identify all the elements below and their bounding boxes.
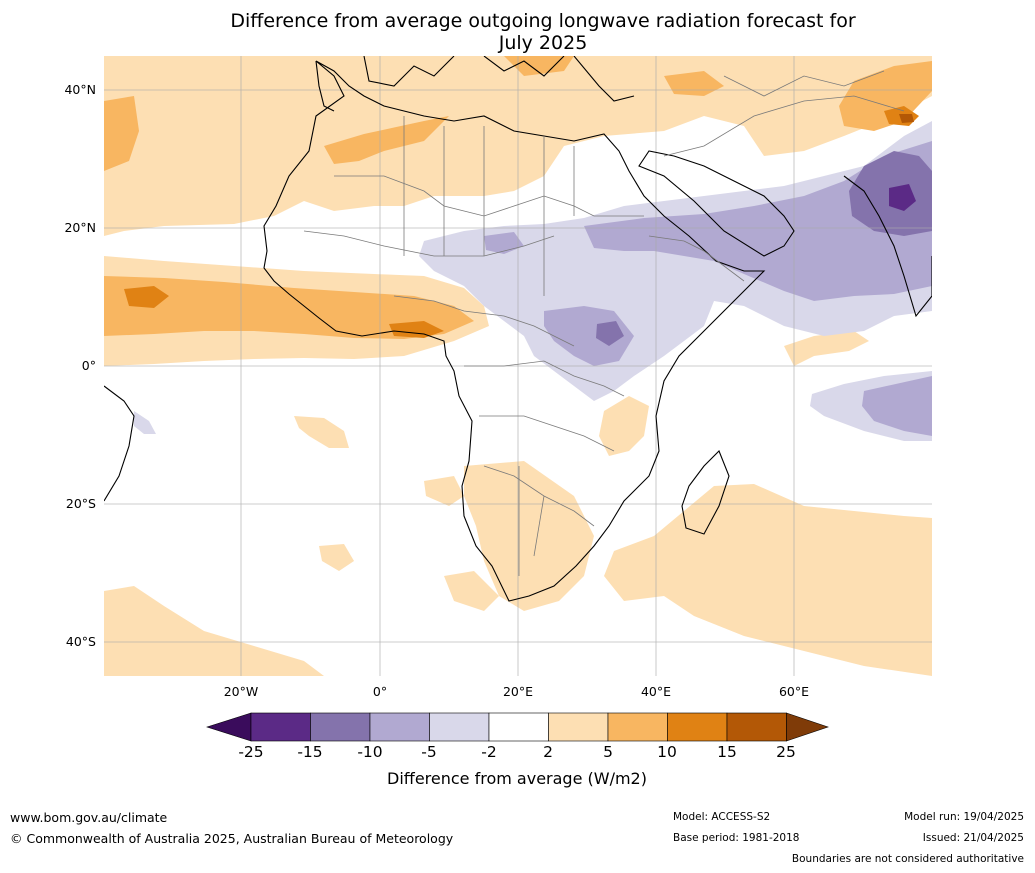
colorbar-tick: 25: [776, 743, 796, 761]
title-line-1: Difference from average outgoing longwav…: [230, 10, 856, 32]
colorbar: [206, 712, 829, 742]
colorbar-bin: [726, 712, 787, 742]
colorbar-tick: -2: [481, 743, 497, 761]
footer-copyright: © Commonwealth of Australia 2025, Austra…: [10, 831, 454, 846]
anomaly-light-orange: [104, 56, 932, 676]
footer-website: www.bom.gov.au/climate: [10, 810, 168, 825]
footer-model: Model: ACCESS-S2: [673, 811, 771, 823]
country-borders: [303, 70, 905, 576]
lon-label-0: 0°: [372, 684, 388, 699]
lat-label-20n: 20°N: [64, 220, 96, 235]
lon-label-20w: 20°W: [223, 684, 259, 699]
colorbar-bin: [429, 712, 490, 742]
colorbar-bin: [548, 712, 609, 742]
lat-label-20s: 20°S: [65, 496, 96, 511]
colorbar-label: Difference from average (W/m2): [387, 769, 647, 788]
footer-base-period: Base period: 1981-2018: [673, 832, 800, 844]
map-svg: [104, 56, 932, 676]
colorbar-bin: [667, 712, 728, 742]
colorbar-extend-high: [786, 712, 829, 742]
lon-label-60e: 60°E: [778, 684, 810, 699]
colorbar-bin: [250, 712, 311, 742]
colorbar-tick: 5: [603, 743, 613, 761]
anomaly-deep-purple: [889, 184, 916, 211]
footer-disclaimer: Boundaries are not considered authoritat…: [791, 853, 1024, 865]
lat-label-0: 0°: [81, 358, 96, 373]
colorbar-bin: [607, 712, 668, 742]
colorbar-tick: 10: [657, 743, 677, 761]
colorbar-tick: 15: [717, 743, 737, 761]
anomaly-medium-purple: [484, 141, 932, 436]
footer-issued: Issued: 21/04/2025: [922, 832, 1024, 844]
colorbar-extend-low: [206, 712, 252, 742]
colorbar-bin: [488, 712, 549, 742]
lon-label-20e: 20°E: [502, 684, 534, 699]
colorbar-tick: -25: [238, 743, 264, 761]
map-area: [104, 56, 932, 676]
lat-label-40s: 40°S: [65, 634, 96, 649]
colorbar-tick: -10: [357, 743, 383, 761]
title-line-2: July 2025: [498, 32, 588, 54]
lon-label-40e: 40°E: [640, 684, 672, 699]
coastlines: [104, 56, 932, 602]
anomaly-brown: [899, 114, 914, 123]
colorbar-tick: -15: [297, 743, 323, 761]
lat-label-40n: 40°N: [64, 82, 96, 97]
footer-model-run: Model run: 19/04/2025: [904, 811, 1024, 823]
colorbar-bin: [369, 712, 430, 742]
colorbar-bin: [310, 712, 371, 742]
colorbar-tick: -5: [421, 743, 437, 761]
colorbar-tick: 2: [543, 743, 553, 761]
map-title: Difference from average outgoing longwav…: [100, 10, 986, 54]
map-gridlines: [104, 56, 932, 676]
